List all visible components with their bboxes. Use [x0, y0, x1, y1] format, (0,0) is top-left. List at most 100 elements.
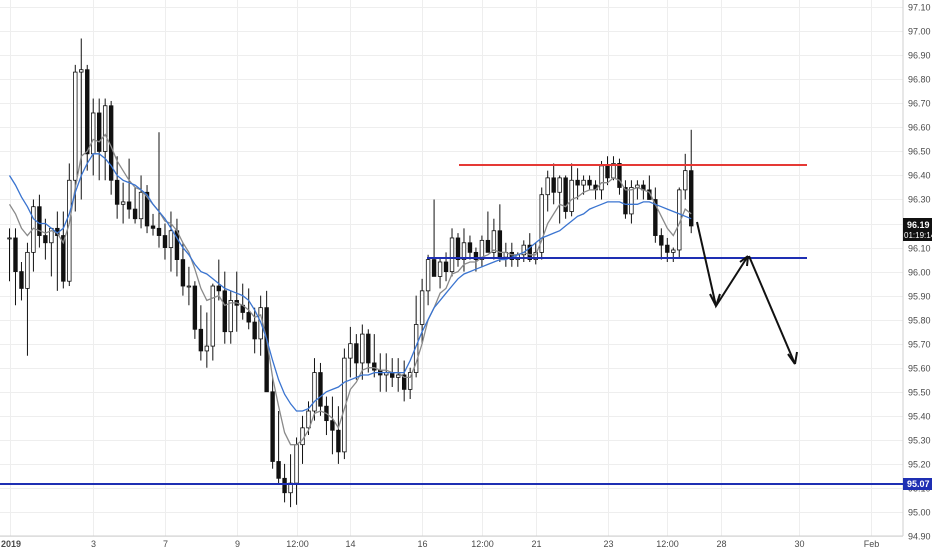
price-tick-label: 95.30 [908, 436, 931, 446]
projection-arrow-1[interactable] [696, 221, 749, 309]
candle [55, 211, 60, 291]
candle-body [282, 477, 287, 494]
candle-body [312, 372, 317, 412]
candle-body [467, 242, 473, 253]
price-axis[interactable]: 97.10 97.00 96.90 96.80 96.70 96.60 96.50 96.40… [902, 0, 931, 542]
candle [43, 218, 48, 260]
candle-body [336, 429, 341, 453]
candle-body [455, 237, 461, 260]
candle-body [204, 345, 210, 352]
candle [407, 367, 413, 399]
current-price-label: 96.19 [907, 220, 930, 230]
candle [611, 156, 616, 181]
candle-body [61, 235, 66, 282]
candle [683, 153, 688, 200]
candle [479, 235, 485, 267]
candle [312, 358, 317, 421]
candle-body [276, 461, 281, 479]
candle-body [198, 328, 204, 352]
candle [162, 223, 168, 260]
candle [204, 312, 210, 368]
candle-body [19, 271, 24, 289]
candle [671, 247, 676, 262]
candle-body [210, 285, 216, 347]
candle-body [449, 237, 455, 273]
price-tick-label: 95.60 [908, 364, 931, 374]
candle [497, 204, 503, 262]
arrow-head-1-icon [709, 293, 721, 307]
candle-body [366, 333, 371, 364]
candle-body [689, 170, 694, 227]
price-tick-label: 95.90 [908, 292, 931, 302]
time-tick-label: 3 [91, 539, 96, 549]
candle-body [25, 251, 30, 289]
candle [545, 170, 550, 212]
candle [79, 38, 84, 200]
time-tick-label: Feb [864, 539, 880, 549]
price-tick-label: 96.50 [908, 147, 931, 157]
candle [156, 132, 162, 248]
candle [431, 199, 437, 277]
candle [354, 334, 359, 380]
candle-body [144, 191, 150, 227]
candle [587, 175, 592, 190]
candle-body [306, 410, 311, 429]
candle-body [683, 170, 688, 191]
candle [7, 228, 12, 282]
candle-body [563, 177, 568, 212]
arrow-head-1b-icon [739, 255, 749, 267]
candle-body [222, 290, 227, 333]
candle [575, 168, 580, 200]
candles [7, 38, 694, 508]
time-axis[interactable]: 2019 3 7 9 12:00 14 16 12:00 21 23 12:00 28 30 Feb [0, 535, 903, 549]
candle [186, 266, 192, 306]
price-tick-label: 96.60 [908, 123, 931, 133]
candle-body [126, 201, 132, 210]
candle-body [246, 312, 251, 323]
price-tick-label: 94.90 [908, 532, 931, 542]
candle [120, 182, 126, 224]
candle-body [138, 191, 144, 220]
candle-body [557, 177, 562, 193]
candle-body [85, 69, 90, 155]
candle [25, 242, 30, 356]
candle [31, 199, 36, 272]
candle-body [91, 112, 96, 155]
price-tick-label: 95.00 [908, 508, 931, 518]
candle-body [527, 244, 532, 260]
time-tick-label: 23 [603, 539, 613, 549]
time-tick-label: 12:00 [656, 539, 679, 549]
candle-body [473, 251, 479, 260]
candle-body [79, 69, 84, 73]
time-tick-label: 9 [235, 539, 240, 549]
candle-body [419, 290, 425, 325]
candle-body [437, 261, 443, 277]
candle-body [162, 235, 168, 248]
candle [126, 158, 132, 219]
candle-body [294, 444, 299, 484]
candle-body [150, 225, 156, 229]
candle-body [479, 239, 485, 260]
candle [569, 163, 574, 217]
candle [491, 218, 497, 260]
candle-body [168, 230, 174, 248]
candle [192, 281, 198, 339]
price-tick-label: 96.10 [908, 244, 931, 254]
price-tick-label: 96.40 [908, 171, 931, 181]
candle [85, 64, 90, 171]
candle-body [605, 165, 610, 179]
projection-arrow-2[interactable] [748, 255, 796, 365]
support-price-label: 95.07 [907, 479, 930, 489]
drawings[interactable] [0, 164, 903, 485]
candle [49, 227, 54, 277]
candle-body [575, 179, 580, 186]
candle [97, 98, 102, 181]
time-tick-label: 12:00 [286, 539, 309, 549]
candle [539, 187, 544, 260]
price-tick-label: 95.70 [908, 340, 931, 350]
candle-body [413, 324, 419, 373]
candle [629, 180, 634, 224]
candle-body [485, 239, 491, 253]
